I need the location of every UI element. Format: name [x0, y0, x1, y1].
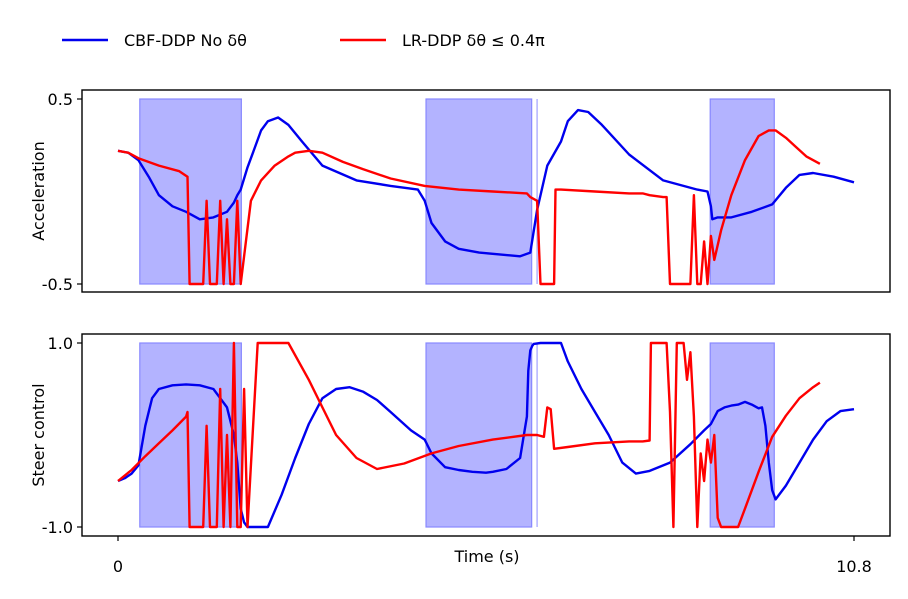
series-lr-ddp-line — [117, 341, 821, 529]
axes-frame — [81, 333, 891, 537]
series-cbf-ddp-line — [117, 108, 855, 258]
y-tick-label: -0.5 — [42, 275, 73, 294]
shaded-interval-3 — [709, 342, 775, 528]
legend-label-lr-ddp: LR-DDP δθ ≤ 0.4π — [402, 31, 545, 50]
steer-control-panel: 1.0 -1.0 Steer control 0 10.8 — [29, 333, 891, 576]
legend: CBF-DDP No δθ LR-DDP δθ ≤ 0.4π — [62, 31, 545, 50]
axes-frame — [81, 89, 891, 293]
x-tick-label: 10.8 — [836, 557, 872, 576]
x-axis-label: Time (s) — [453, 547, 519, 566]
y-axis-label: Acceleration — [29, 141, 48, 240]
x-tick-label: 0 — [113, 557, 123, 576]
y-tick-label: 1.0 — [48, 334, 73, 353]
legend-label-cbf-ddp: CBF-DDP No δθ — [124, 31, 247, 50]
y-tick-label: 0.5 — [48, 90, 73, 109]
acceleration-panel: 0.5 -0.5 Acceleration — [29, 89, 891, 294]
y-tick-label: -1.0 — [42, 518, 73, 537]
series-lr-ddp-line — [117, 129, 821, 286]
shaded-interval-3 — [709, 98, 775, 285]
y-axis-label: Steer control — [29, 383, 48, 486]
shaded-interval-2 — [425, 342, 533, 528]
